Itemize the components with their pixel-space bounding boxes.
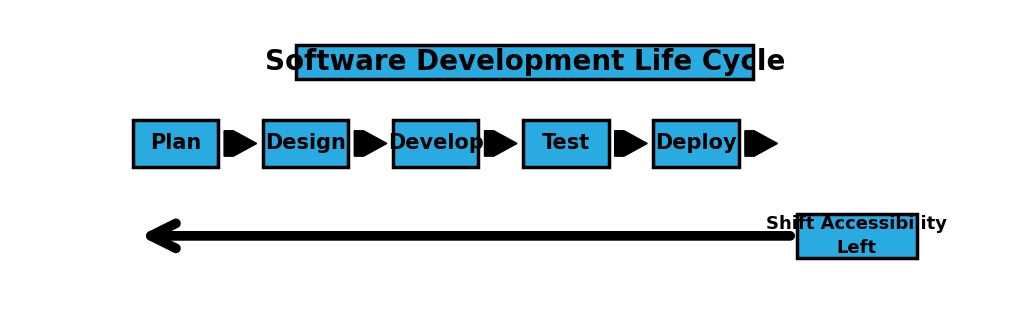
Text: Software Development Life Cycle: Software Development Life Cycle (264, 48, 785, 76)
FancyBboxPatch shape (263, 120, 348, 166)
Text: Plan: Plan (150, 134, 201, 153)
FancyBboxPatch shape (133, 120, 218, 166)
Polygon shape (484, 131, 517, 156)
Polygon shape (354, 131, 387, 156)
FancyBboxPatch shape (393, 120, 478, 166)
FancyBboxPatch shape (797, 214, 916, 258)
FancyBboxPatch shape (653, 120, 738, 166)
Text: Develop: Develop (388, 134, 483, 153)
Text: Design: Design (265, 134, 346, 153)
FancyBboxPatch shape (296, 45, 754, 79)
Polygon shape (224, 131, 257, 156)
Polygon shape (614, 131, 647, 156)
Text: Deploy: Deploy (655, 134, 737, 153)
Polygon shape (744, 131, 777, 156)
Text: Test: Test (542, 134, 590, 153)
Text: Shift Accessibility
Left: Shift Accessibility Left (766, 215, 947, 257)
FancyBboxPatch shape (523, 120, 608, 166)
